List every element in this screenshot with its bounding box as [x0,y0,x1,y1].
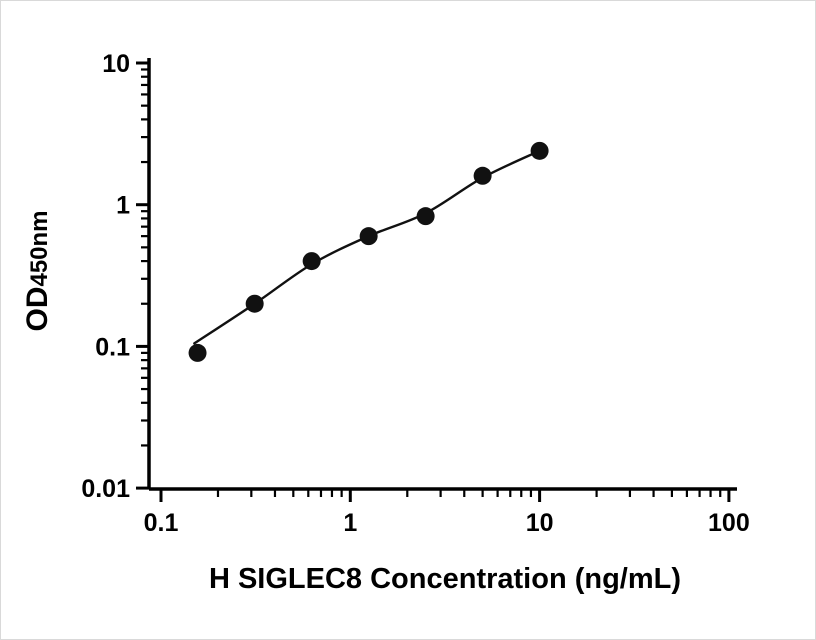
data-point [245,294,264,313]
plot-area: 0.1 1 10 100 0.01 0.1 1 10 [81,50,749,537]
y-axis-label-main: OD [21,287,54,332]
data-point [359,227,378,246]
x-axis-label: H SIGLEC8 Concentration (ng/mL) [209,563,681,595]
x-tick-label: 0.1 [144,509,179,537]
data-point [302,252,321,271]
data-point [416,207,435,226]
y-axis-label-unit: 450nm [26,210,53,286]
y-axis-label: OD450nm [21,210,54,331]
data-point [188,343,207,362]
y-tick-label: 10 [102,50,130,78]
x-tick-label: 10 [526,509,554,537]
x-tick-label: 100 [708,509,750,537]
x-tick-label: 1 [343,509,357,537]
y-tick-label: 0.1 [95,333,130,361]
y-tick-label: 0.01 [81,475,130,503]
data-point [473,166,492,185]
y-tick-label: 1 [116,192,130,220]
data-point [530,141,549,160]
